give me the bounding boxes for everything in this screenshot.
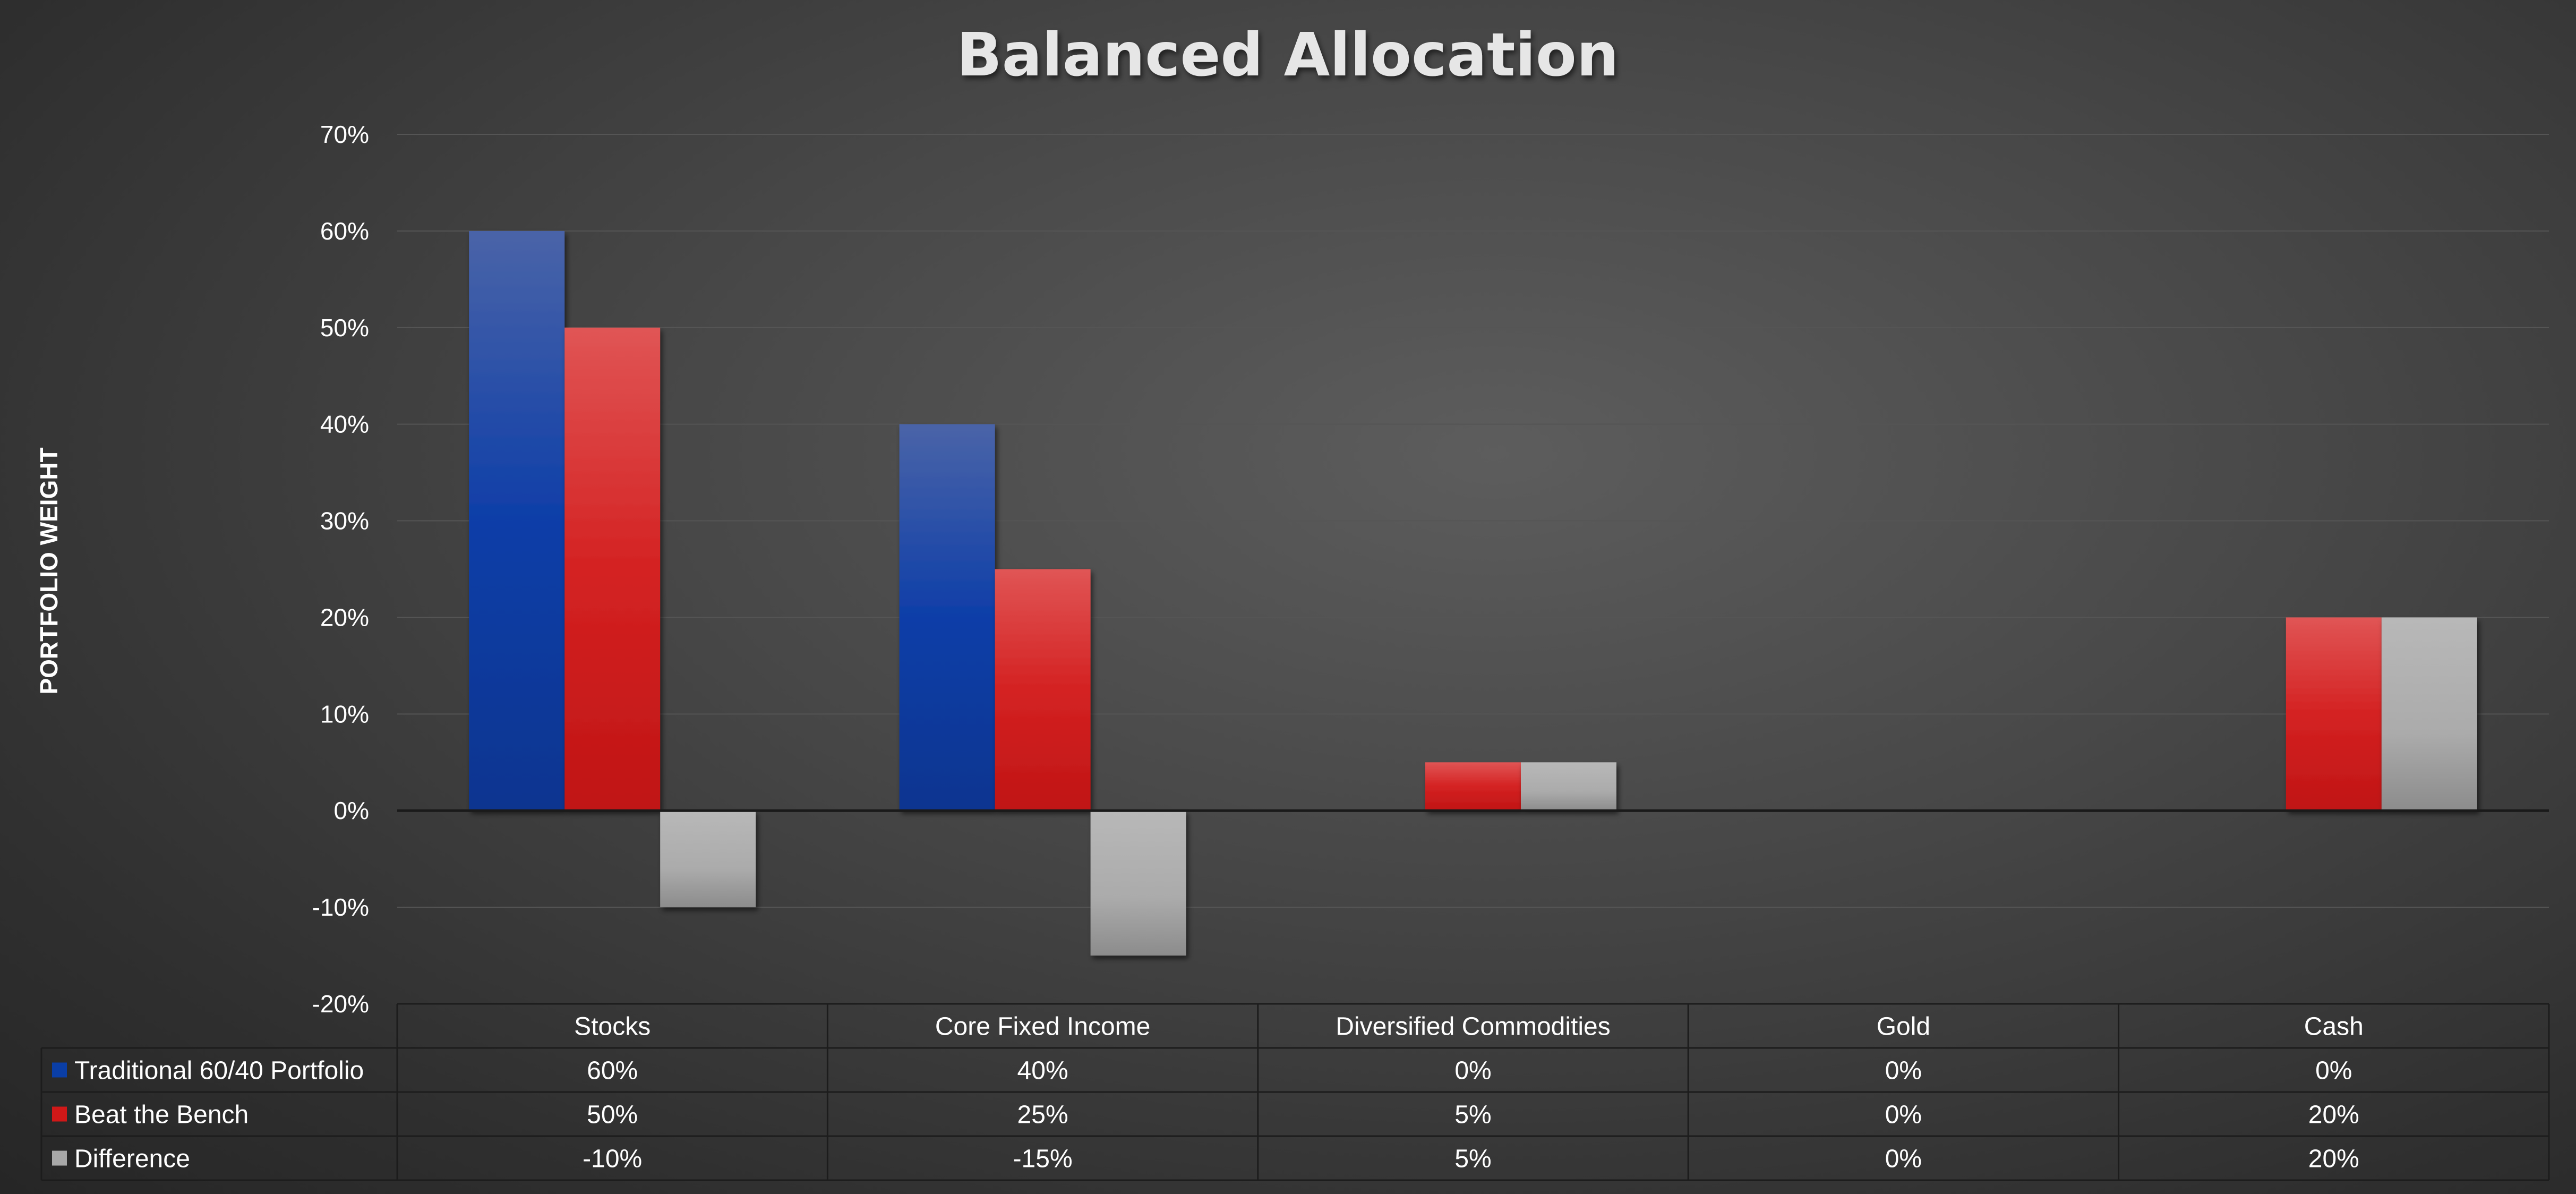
legend-swatch [52,1150,67,1166]
y-tick-label: 30% [320,507,369,535]
y-tick-label: -10% [312,893,369,921]
bar [995,569,1091,811]
table-cell: 0% [1885,1057,1922,1085]
table-cell: 0% [1454,1057,1491,1085]
table-cell: 50% [587,1101,638,1129]
legend-entry: Difference [74,1145,190,1173]
bar [1425,762,1521,811]
table-cell: 25% [1017,1101,1068,1129]
legend-swatch [52,1062,67,1078]
table-cell: -10% [583,1145,642,1173]
y-axis-label: PORTFOLIO WEIGHT [35,447,63,694]
table-cell: 5% [1454,1101,1491,1129]
table-cell: -15% [1013,1145,1073,1173]
y-tick-label: 20% [320,603,369,631]
chart-title: Balanced Allocation [956,21,1619,90]
gridlines [397,134,2549,908]
table-cell: 40% [1017,1057,1068,1085]
bars [469,231,2477,956]
category-label: Gold [1877,1013,1930,1041]
bar [660,811,756,908]
category-label: Stocks [574,1013,651,1041]
table-cell: 0% [1885,1145,1922,1173]
category-label: Core Fixed Income [935,1013,1151,1041]
y-tick-label: 70% [320,121,369,148]
bar [2381,617,2477,811]
bar [469,231,565,811]
legend-entry: Beat the Bench [74,1101,249,1129]
legend-entry: Traditional 60/40 Portfolio [74,1057,364,1085]
data-table: Stocks Core Fixed Income Diversified Commo… [40,1003,2550,1181]
bar [564,327,661,811]
y-tick-label: 50% [320,314,369,342]
bar [1090,811,1186,956]
legend-swatch [52,1106,67,1122]
table-cell: 0% [1885,1101,1922,1129]
table-cell: 20% [2308,1145,2359,1173]
bar [1521,762,1616,811]
y-tick-label: -20% [312,990,369,1018]
y-tick-label: 60% [320,217,369,245]
y-axis-ticks: 70% 60% 50% 40% 30% 20% 10% 0% -10% -20% [312,121,369,1018]
y-tick-label: 40% [320,411,369,438]
category-label: Diversified Commodities [1336,1013,1610,1041]
bar [899,424,995,811]
table-cell: 0% [2315,1057,2352,1085]
table-cell: 20% [2308,1101,2359,1129]
table-cell: 60% [587,1057,638,1085]
y-tick-label: 10% [320,700,369,728]
bar [2286,617,2382,811]
table-cell: 5% [1454,1145,1491,1173]
category-label: Cash [2304,1013,2364,1041]
y-tick-label: 0% [334,797,369,824]
